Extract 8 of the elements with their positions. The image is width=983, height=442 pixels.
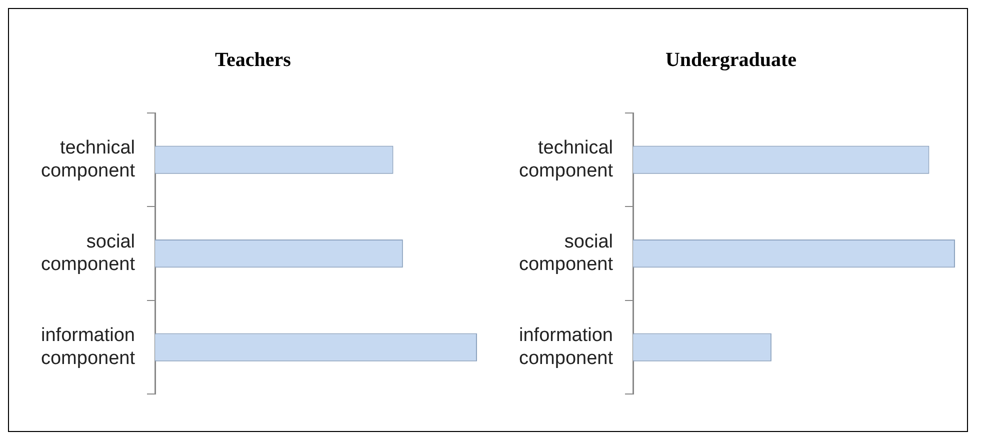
chart-title: Undergraduate (665, 49, 797, 72)
y-tick-label: technical component (40, 138, 136, 182)
y-tick-label: information component (518, 325, 614, 369)
chart-title: Teachers (215, 49, 292, 72)
y-tick-label: information component (40, 325, 136, 369)
y-tick-label: technical component (518, 138, 614, 182)
y-tick-label: social component (40, 231, 136, 276)
y-tick-label: social component (518, 231, 614, 276)
